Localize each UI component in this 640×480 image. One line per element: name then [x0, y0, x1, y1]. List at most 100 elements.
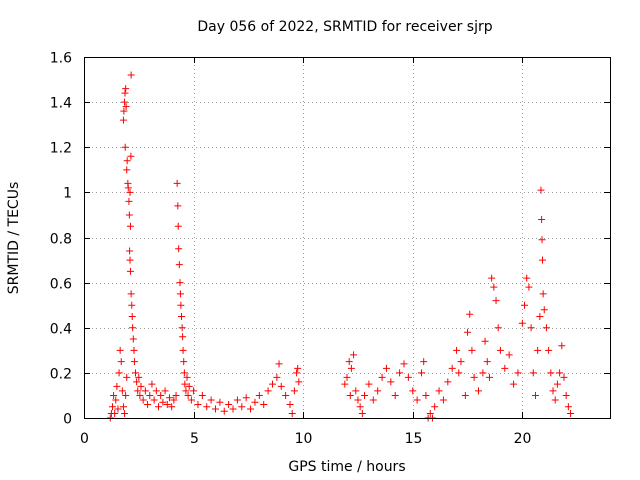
- data-point: [122, 391, 130, 399]
- data-point: [133, 378, 141, 386]
- data-point: [247, 405, 255, 413]
- data-point: [525, 283, 533, 291]
- data-point: [172, 391, 180, 399]
- data-point: [180, 369, 188, 377]
- data-point: [391, 391, 399, 399]
- data-point: [111, 409, 119, 417]
- data-point: [343, 373, 351, 381]
- data-point: [198, 391, 206, 399]
- data-point: [130, 358, 138, 366]
- data-point: [181, 380, 189, 388]
- y-tick-label: 0: [63, 412, 72, 428]
- data-point: [483, 358, 491, 366]
- data-point: [175, 261, 183, 269]
- data-point: [118, 387, 126, 395]
- data-point: [294, 364, 302, 372]
- data-point: [129, 335, 137, 343]
- data-point: [538, 236, 546, 244]
- data-point: [127, 71, 135, 79]
- data-point: [542, 324, 550, 332]
- data-point: [238, 403, 246, 411]
- data-point: [180, 358, 188, 366]
- data-point: [466, 310, 474, 318]
- data-point: [182, 387, 190, 395]
- data-point: [148, 380, 156, 388]
- data-point: [387, 378, 395, 386]
- data-point: [121, 409, 129, 417]
- data-point: [479, 369, 487, 377]
- data-point: [536, 312, 544, 320]
- data-point: [539, 290, 547, 298]
- data-point: [126, 256, 134, 264]
- data-point: [439, 396, 447, 404]
- data-point: [121, 143, 129, 151]
- data-point: [130, 346, 138, 354]
- data-point: [126, 222, 134, 230]
- data-point: [264, 387, 272, 395]
- data-point: [400, 360, 408, 368]
- data-point: [418, 369, 426, 377]
- data-point: [567, 409, 575, 417]
- data-point: [116, 346, 124, 354]
- data-point: [492, 297, 500, 305]
- data-point: [453, 346, 461, 354]
- data-point: [170, 396, 178, 404]
- data-point: [122, 85, 130, 93]
- y-tick-labels: 0 0.2 0.4 0.6 0.8 1 1.2 1.4 1.6: [50, 51, 72, 428]
- data-point: [275, 360, 283, 368]
- y-axis-label: SRMTID / TECUs: [6, 182, 22, 295]
- data-point: [282, 391, 290, 399]
- data-point: [114, 405, 122, 413]
- data-point: [295, 378, 303, 386]
- data-point: [457, 358, 465, 366]
- data-point: [518, 319, 526, 327]
- data-point: [174, 222, 182, 230]
- data-point: [157, 391, 165, 399]
- data-point: [144, 400, 152, 408]
- data-point: [108, 403, 116, 411]
- data-point: [361, 391, 369, 399]
- data-point: [347, 364, 355, 372]
- data-point: [448, 364, 456, 372]
- data-point: [185, 382, 193, 390]
- data-point: [127, 152, 135, 160]
- data-point: [501, 364, 509, 372]
- data-point: [382, 364, 390, 372]
- data-point: [146, 391, 154, 399]
- data-point: [179, 333, 187, 341]
- data-point: [461, 391, 469, 399]
- data-point: [128, 301, 136, 309]
- y-tick-label: 1.6: [50, 51, 72, 67]
- data-point: [178, 312, 186, 320]
- data-point: [496, 346, 504, 354]
- data-point: [538, 215, 546, 223]
- data-point: [165, 394, 173, 402]
- data-point: [175, 245, 183, 253]
- x-tick-label: 5: [190, 431, 199, 447]
- y-tick-label: 1.2: [50, 141, 72, 157]
- y-tick-label: 0.2: [50, 367, 72, 383]
- data-point: [290, 387, 298, 395]
- data-point: [187, 396, 195, 404]
- data-point: [277, 382, 285, 390]
- data-point: [127, 290, 135, 298]
- data-point: [521, 301, 529, 309]
- data-point: [431, 403, 439, 411]
- data-point: [123, 166, 131, 174]
- data-point: [545, 346, 553, 354]
- data-point: [152, 387, 160, 395]
- data-point: [207, 396, 215, 404]
- data-point: [549, 387, 557, 395]
- data-point: [537, 186, 545, 194]
- data-point: [404, 373, 412, 381]
- data-point: [538, 256, 546, 264]
- data-point: [123, 157, 131, 165]
- x-tick-label: 15: [405, 431, 423, 447]
- data-point: [110, 391, 118, 399]
- x-tick-labels: 0 5 10 15 20: [80, 431, 531, 447]
- data-point: [177, 301, 185, 309]
- data-point: [529, 369, 537, 377]
- data-point: [137, 382, 145, 390]
